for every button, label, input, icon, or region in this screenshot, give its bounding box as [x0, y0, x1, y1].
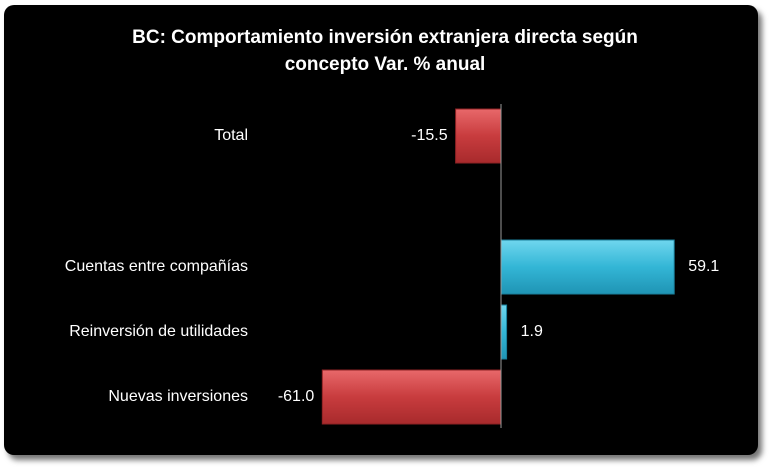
chart-frame: BC: Comportamiento inversión extranjera …: [4, 5, 758, 455]
category-label-cuentas-entre-companias: Cuentas entre compañías: [65, 258, 248, 275]
value-label-nuevas-inversiones: -61.0: [278, 388, 315, 405]
bars-layer: [321, 108, 675, 425]
category-label-nuevas-inversiones: Nuevas inversiones: [108, 388, 248, 405]
chart-title-line-1: BC: Comportamiento inversión extranjera …: [132, 27, 638, 48]
chart-canvas: BC: Comportamiento inversión extranjera …: [65, 27, 720, 428]
bar-cuentas-entre-companias: [500, 239, 675, 295]
value-label-total: -15.5: [411, 127, 448, 144]
value-label-cuentas-entre-companias: 59.1: [688, 258, 719, 275]
bar-total: [455, 108, 502, 164]
bar-nuevas-inversiones: [321, 369, 502, 425]
labels-layer: Total -15.5 Cuentas entre compañías 59.1 Rei…: [65, 127, 720, 405]
category-label-reinversion-de-utilidades: Reinversión de utilidades: [69, 323, 248, 340]
category-label-total: Total: [214, 127, 248, 144]
value-label-reinversion-de-utilidades: 1.9: [521, 323, 543, 340]
bar-reinversion-de-utilidades: [500, 304, 508, 360]
chart-title-line-2: concepto Var. % anual: [285, 54, 486, 75]
